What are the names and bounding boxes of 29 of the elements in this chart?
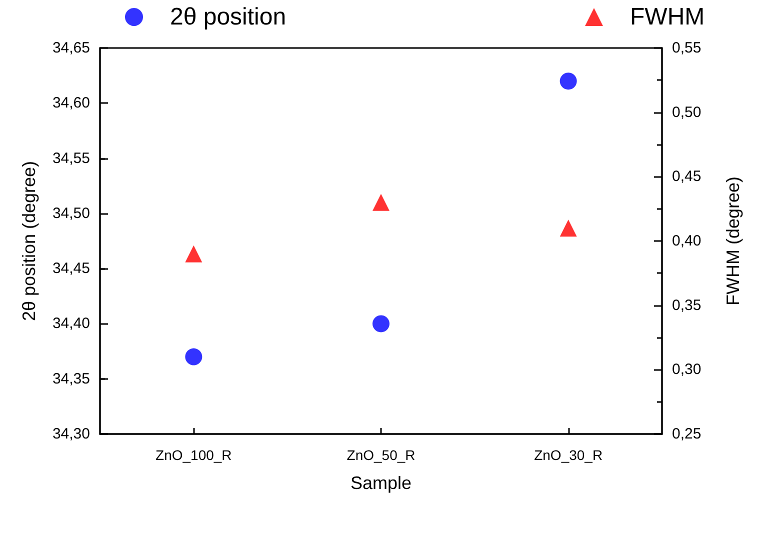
y-tick-label: 34,40 bbox=[52, 315, 90, 332]
y2-tick-label: 0,50 bbox=[672, 104, 702, 121]
point bbox=[185, 245, 202, 262]
point bbox=[560, 220, 577, 237]
y2-axis-title: FWHM (degree) bbox=[723, 176, 743, 306]
legend-label: FWHM bbox=[630, 4, 705, 30]
y-axis-title: 2θ position (degree) bbox=[19, 160, 39, 322]
y2-tick-label: 0,35 bbox=[672, 296, 702, 314]
y2-tick-label: 0,40 bbox=[672, 232, 702, 250]
point bbox=[560, 72, 577, 90]
x-tick-label: ZnO_50_R bbox=[346, 447, 416, 463]
y-tick-label: 34,45 bbox=[52, 260, 90, 278]
y2-tick-label: 0,30 bbox=[672, 361, 702, 378]
point bbox=[185, 348, 202, 366]
point bbox=[372, 194, 390, 211]
y2-tick-label: 0,45 bbox=[672, 168, 702, 186]
y-tick-label: 34,35 bbox=[52, 370, 90, 388]
y-tick-label: 34,60 bbox=[52, 94, 90, 112]
y-tick-label: 34,55 bbox=[52, 150, 90, 167]
y-tick-label: 34,65 bbox=[52, 40, 90, 56]
x-tick-label: ZnO_30_R bbox=[534, 447, 603, 463]
y2-tick-label: 0,25 bbox=[672, 426, 702, 442]
y-tick-label: 34,30 bbox=[52, 426, 90, 442]
y-tick-label: 34,50 bbox=[52, 204, 90, 222]
x-tick-label: ZnO_100_R bbox=[156, 447, 232, 463]
x-axis-title: Sample bbox=[350, 473, 412, 493]
legend-label: 2θ position bbox=[170, 4, 286, 30]
y2-tick-label: 0,55 bbox=[672, 40, 702, 56]
point bbox=[372, 315, 390, 332]
